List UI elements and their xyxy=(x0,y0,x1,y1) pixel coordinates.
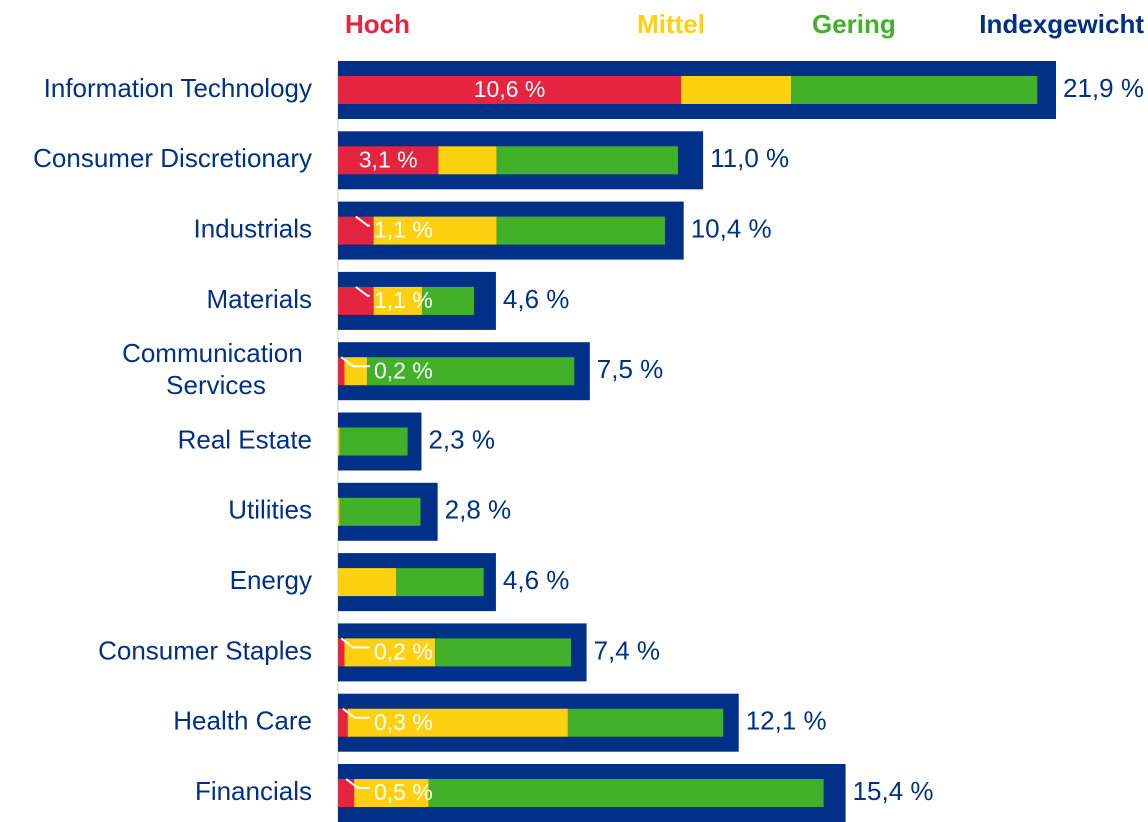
hoch-label: 0,3 % xyxy=(374,709,433,735)
segment xyxy=(438,146,497,175)
index-label: 2,8 % xyxy=(445,495,512,525)
index-label: 7,4 % xyxy=(594,635,661,665)
leader-line xyxy=(342,707,370,719)
legend-label: Mittel xyxy=(637,9,705,39)
segment xyxy=(338,216,374,245)
index-label: 7,5 % xyxy=(597,354,664,384)
hoch-label: 3,1 % xyxy=(359,146,418,172)
index-label: 10,4 % xyxy=(691,213,772,243)
hoch-label: 1,1 % xyxy=(374,287,433,313)
segment xyxy=(496,216,665,245)
segment xyxy=(567,708,724,737)
segment xyxy=(338,76,682,104)
segment xyxy=(338,427,340,456)
category-label: Financials xyxy=(195,776,312,806)
index-label: 2,3 % xyxy=(428,424,495,454)
category-label: Materials xyxy=(207,284,312,314)
segment xyxy=(344,638,436,667)
index-label: 12,1 % xyxy=(746,706,827,736)
index-label: 4,6 % xyxy=(503,284,570,314)
segment xyxy=(338,638,345,667)
segment xyxy=(435,638,572,667)
segment xyxy=(681,76,792,104)
index-label: 15,4 % xyxy=(853,776,934,806)
index-label: 11,0 % xyxy=(710,143,789,173)
category-label: Energy xyxy=(230,565,312,595)
category-label: Industrials xyxy=(194,213,313,243)
segment xyxy=(338,497,340,526)
hoch-label: 1,1 % xyxy=(374,217,433,243)
segment xyxy=(791,76,1038,104)
category-label: Real Estate xyxy=(178,424,312,454)
index-label: 4,6 % xyxy=(503,565,570,595)
leader-line xyxy=(345,778,370,789)
segment xyxy=(347,708,568,737)
hoch-label: 0,5 % xyxy=(374,779,433,805)
segment xyxy=(338,357,345,386)
category-label: Health Care xyxy=(173,706,312,736)
segment xyxy=(354,779,429,807)
legend-label: Hoch xyxy=(345,9,410,39)
segment xyxy=(496,146,678,175)
segment xyxy=(373,216,497,245)
legend-label: Gering xyxy=(812,9,896,39)
category-label: Consumer Staples xyxy=(98,635,312,665)
segment xyxy=(338,779,355,807)
hoch-label: 0,2 % xyxy=(374,357,433,383)
category-label: Utilities xyxy=(228,495,312,525)
segment xyxy=(338,568,397,597)
segment xyxy=(373,286,423,315)
category-label: Information Technology xyxy=(44,73,312,103)
leader-line xyxy=(355,215,370,227)
hoch-label: 10,6 % xyxy=(474,76,546,102)
leader-line xyxy=(340,637,370,649)
segment xyxy=(338,286,374,315)
segment xyxy=(338,708,348,737)
segment xyxy=(428,779,824,807)
category-label: Consumer Discretionary xyxy=(33,143,312,173)
segment xyxy=(396,568,484,597)
legend-label: Indexgewicht xyxy=(979,9,1144,39)
category-label: Communication Services xyxy=(122,338,310,400)
segment xyxy=(339,427,408,456)
leader-line xyxy=(340,356,370,368)
hoch-label: 0,2 % xyxy=(374,638,433,664)
segment xyxy=(339,497,421,526)
segment xyxy=(367,357,575,386)
index-label: 21,9 % xyxy=(1063,73,1144,103)
segment xyxy=(422,286,474,315)
segment xyxy=(338,146,439,175)
leader-line xyxy=(355,286,370,297)
